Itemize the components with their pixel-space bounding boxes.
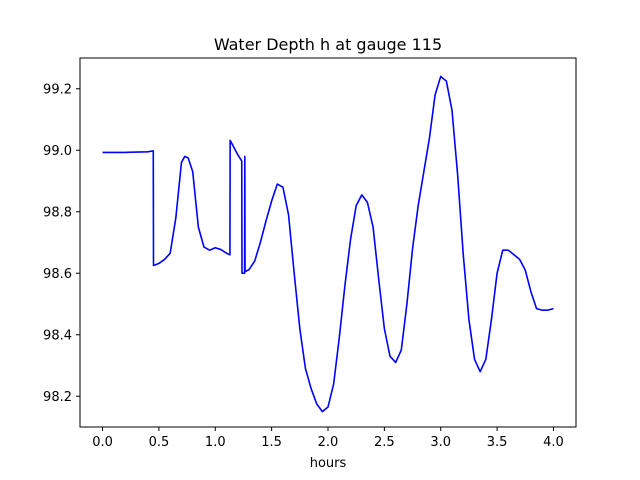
y-axis-ticks: 98.2 98.4 98.6 98.8 99.0 99.2 xyxy=(43,82,80,405)
y-tick-label: 98.6 xyxy=(43,267,72,282)
x-tick-label: 0.5 xyxy=(149,435,170,450)
x-axis-ticks: 0.0 0.5 1.0 1.5 2.0 2.5 3.0 3.5 4.0 xyxy=(92,427,564,450)
x-tick-label: 0.0 xyxy=(92,435,113,450)
plot-content xyxy=(102,75,554,413)
x-tick-label: 2.0 xyxy=(318,435,339,450)
x-axis-label: hours xyxy=(310,456,347,471)
y-tick-label: 99.2 xyxy=(43,82,72,97)
y-tick-label: 99.0 xyxy=(43,144,72,159)
x-tick-label: 1.5 xyxy=(261,435,282,450)
x-tick-label: 4.0 xyxy=(543,435,564,450)
plot-frame xyxy=(79,57,577,428)
x-tick-label: 3.5 xyxy=(487,435,508,450)
x-tick-label: 3.0 xyxy=(430,435,451,450)
x-tick-label: 2.5 xyxy=(374,435,395,450)
series-line-0 xyxy=(102,75,554,413)
x-tick-label: 1.0 xyxy=(205,435,226,450)
y-tick-label: 98.8 xyxy=(43,205,72,220)
y-tick-label: 98.4 xyxy=(43,328,72,343)
y-tick-label: 98.2 xyxy=(43,390,72,405)
chart-title: Water Depth h at gauge 115 xyxy=(214,35,442,54)
